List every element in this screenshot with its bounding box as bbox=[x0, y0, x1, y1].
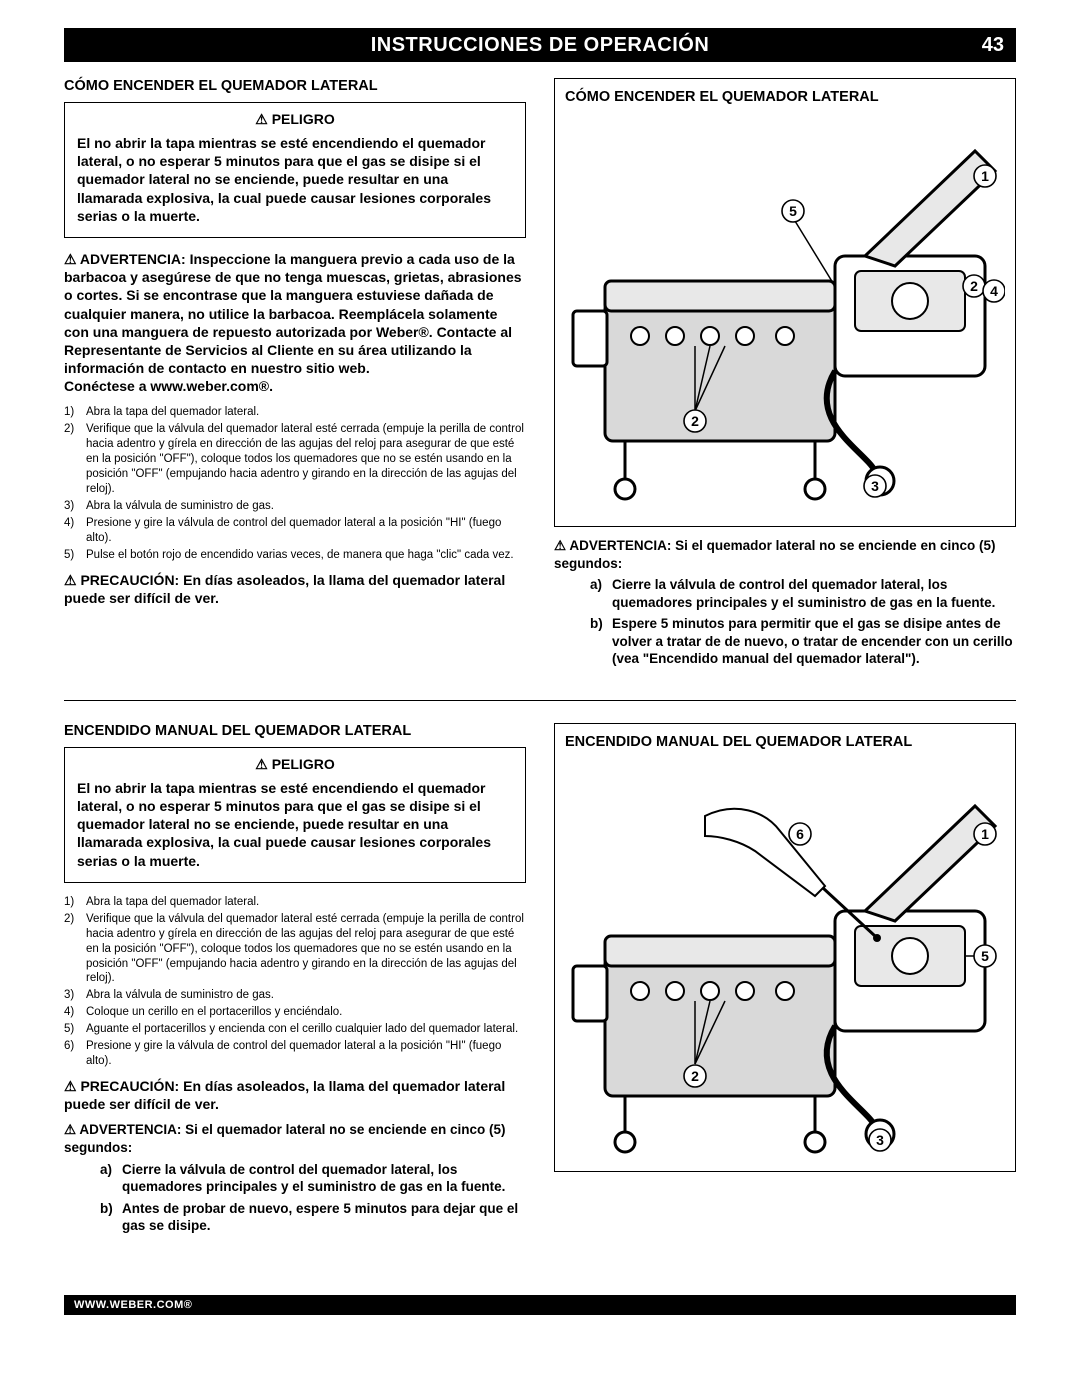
noignite-sub-1: a)Cierre la válvula de control del quema… bbox=[554, 576, 1016, 668]
callout-1: 1 bbox=[981, 826, 989, 842]
caution-1: ⚠ PRECAUCIÓN: En días asoleados, la llam… bbox=[64, 571, 526, 607]
figure-2-svg: 1 6 2 3 5 bbox=[565, 756, 1005, 1156]
danger-box-1: ⚠ PELIGRO El no abrir la tapa mientras s… bbox=[64, 102, 526, 238]
list-item: 5)Pulse el botón rojo de encendido varia… bbox=[64, 548, 526, 563]
figure-2-heading: ENCENDIDO MANUAL DEL QUEMADOR LATERAL bbox=[565, 734, 1005, 750]
noignite-warning-1: ⚠ ADVERTENCIA: Si el quemador lateral no… bbox=[554, 537, 1016, 572]
list-item-text: Presione y gire la válvula de control de… bbox=[86, 1039, 526, 1069]
danger-title-1: ⚠ PELIGRO bbox=[77, 111, 513, 128]
footer-text: WWW.WEBER.COM® bbox=[74, 1299, 192, 1311]
list-item: 2)Verifique que la válvula del quemador … bbox=[64, 912, 526, 987]
callout-6: 6 bbox=[796, 826, 804, 842]
steps-list-2: 1)Abra la tapa del quemador lateral. 2)V… bbox=[64, 895, 526, 1069]
list-item: 1)Abra la tapa del quemador lateral. bbox=[64, 895, 526, 910]
callout-2b: 2 bbox=[970, 278, 978, 294]
callout-5: 5 bbox=[981, 948, 989, 964]
page-root: INSTRUCCIONES DE OPERACIÓN 43 CÓMO ENCEN… bbox=[0, 0, 1080, 1355]
list-item-text: Cierre la válvula de control del quemado… bbox=[122, 1161, 526, 1196]
list-item: a)Cierre la válvula de control del quema… bbox=[590, 576, 1016, 611]
list-item-text: Verifique que la válvula del quemador la… bbox=[86, 912, 526, 987]
connect-line: Conéctese a www.weber.com®. bbox=[64, 378, 273, 394]
section-1-left: CÓMO ENCENDER EL QUEMADOR LATERAL ⚠ PELI… bbox=[64, 78, 526, 672]
list-item: 6)Presione y gire la válvula de control … bbox=[64, 1039, 526, 1069]
list-item-text: Coloque un cerillo en el portacerillos y… bbox=[86, 1005, 526, 1020]
list-item: b)Antes de probar de nuevo, espere 5 min… bbox=[100, 1200, 526, 1235]
list-item-text: Pulse el botón rojo de encendido varias … bbox=[86, 548, 526, 563]
list-item-text: Abra la válvula de suministro de gas. bbox=[86, 499, 526, 514]
noignite-sub-2: a)Cierre la válvula de control del quema… bbox=[64, 1161, 526, 1235]
section-2: ENCENDIDO MANUAL DEL QUEMADOR LATERAL ⚠ … bbox=[64, 723, 1016, 1239]
list-item: a)Cierre la válvula de control del quema… bbox=[100, 1161, 526, 1196]
steps-list-1: 1)Abra la tapa del quemador lateral. 2)V… bbox=[64, 405, 526, 562]
list-item: 2)Verifique que la válvula del quemador … bbox=[64, 422, 526, 497]
callout-5: 5 bbox=[789, 203, 797, 219]
list-item: 4)Coloque un cerillo en el portacerillos… bbox=[64, 1005, 526, 1020]
page-title: INSTRUCCIONES DE OPERACIÓN bbox=[371, 34, 710, 57]
figure-1-box: CÓMO ENCENDER EL QUEMADOR LATERAL bbox=[554, 78, 1016, 527]
section-1: CÓMO ENCENDER EL QUEMADOR LATERAL ⚠ PELI… bbox=[64, 78, 1016, 672]
footer-bar: WWW.WEBER.COM® bbox=[64, 1295, 1016, 1315]
callout-2: 2 bbox=[691, 413, 699, 429]
section-1-right: CÓMO ENCENDER EL QUEMADOR LATERAL bbox=[554, 78, 1016, 672]
list-item-text: Presione y gire la válvula de control de… bbox=[86, 516, 526, 546]
list-item-text: Antes de probar de nuevo, espere 5 minut… bbox=[122, 1200, 526, 1235]
callout-1: 1 bbox=[981, 168, 989, 184]
divider bbox=[64, 700, 1016, 701]
caution-2: ⚠ PRECAUCIÓN: En días asoleados, la llam… bbox=[64, 1077, 526, 1113]
list-item: 4)Presione y gire la válvula de control … bbox=[64, 516, 526, 546]
list-item: 1)Abra la tapa del quemador lateral. bbox=[64, 405, 526, 420]
section-2-left: ENCENDIDO MANUAL DEL QUEMADOR LATERAL ⚠ … bbox=[64, 723, 526, 1239]
list-item-text: Abra la válvula de suministro de gas. bbox=[86, 988, 526, 1003]
list-item: b)Espere 5 minutos para permitir que el … bbox=[590, 615, 1016, 668]
callout-2: 2 bbox=[691, 1068, 699, 1084]
section-1-heading: CÓMO ENCENDER EL QUEMADOR LATERAL bbox=[64, 78, 526, 94]
list-item-text: Aguante el portacerillos y encienda con … bbox=[86, 1022, 526, 1037]
figure-2-box: ENCENDIDO MANUAL DEL QUEMADOR LATERAL bbox=[554, 723, 1016, 1172]
noignite-warning-2: ⚠ ADVERTENCIA: Si el quemador lateral no… bbox=[64, 1121, 526, 1156]
callout-3: 3 bbox=[876, 1132, 884, 1148]
list-item: 5)Aguante el portacerillos y encienda co… bbox=[64, 1022, 526, 1037]
hose-warning: ⚠ ADVERTENCIA: Inspeccione la manguera p… bbox=[64, 250, 526, 396]
section-2-heading: ENCENDIDO MANUAL DEL QUEMADOR LATERAL bbox=[64, 723, 526, 739]
list-item-text: Espere 5 minutos para permitir que el ga… bbox=[612, 615, 1016, 668]
danger-body-1: El no abrir la tapa mientras se esté enc… bbox=[77, 134, 513, 225]
callout-3: 3 bbox=[871, 478, 879, 494]
callout-4: 4 bbox=[990, 283, 998, 299]
hose-warning-text: ⚠ ADVERTENCIA: Inspeccione la manguera p… bbox=[64, 251, 522, 376]
page-number: 43 bbox=[982, 34, 1004, 57]
figure-1-heading: CÓMO ENCENDER EL QUEMADOR LATERAL bbox=[565, 89, 1005, 105]
list-item-text: Verifique que la válvula del quemador la… bbox=[86, 422, 526, 497]
list-item-text: Abra la tapa del quemador lateral. bbox=[86, 895, 526, 910]
danger-box-2: ⚠ PELIGRO El no abrir la tapa mientras s… bbox=[64, 747, 526, 883]
danger-title-2: ⚠ PELIGRO bbox=[77, 756, 513, 773]
list-item: 3)Abra la válvula de suministro de gas. bbox=[64, 988, 526, 1003]
list-item-text: Cierre la válvula de control del quemado… bbox=[612, 576, 1016, 611]
section-2-right: ENCENDIDO MANUAL DEL QUEMADOR LATERAL bbox=[554, 723, 1016, 1239]
title-bar: INSTRUCCIONES DE OPERACIÓN 43 bbox=[64, 28, 1016, 62]
list-item: 3)Abra la válvula de suministro de gas. bbox=[64, 499, 526, 514]
list-item-text: Abra la tapa del quemador lateral. bbox=[86, 405, 526, 420]
danger-body-2: El no abrir la tapa mientras se esté enc… bbox=[77, 779, 513, 870]
figure-1-svg: 1 5 2 3 2 4 bbox=[565, 111, 1005, 511]
